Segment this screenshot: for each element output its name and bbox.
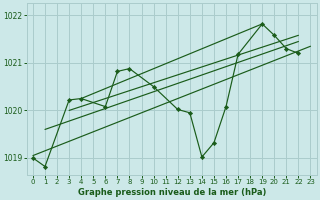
X-axis label: Graphe pression niveau de la mer (hPa): Graphe pression niveau de la mer (hPa)	[77, 188, 266, 197]
